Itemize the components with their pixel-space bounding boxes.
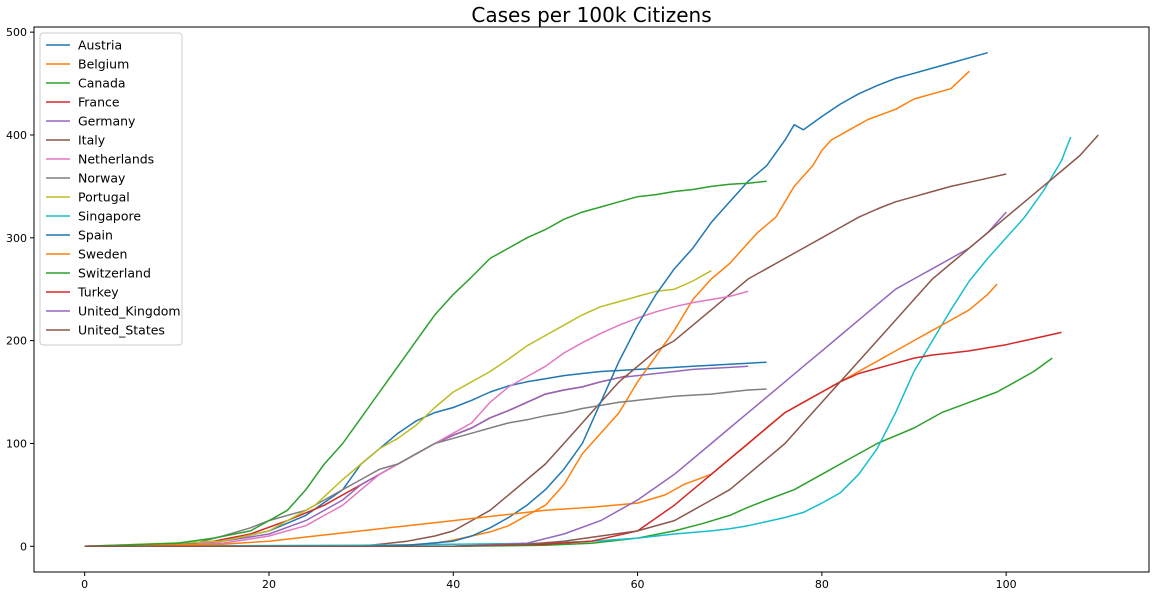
legend-label: Portugal — [78, 190, 130, 205]
legend-label: Turkey — [77, 285, 119, 300]
y-tick-label: 0 — [20, 540, 27, 553]
legend-label: Spain — [78, 228, 113, 243]
legend-label: Belgium — [78, 57, 129, 72]
x-tick-label: 60 — [631, 578, 645, 591]
series-lines — [84, 51, 1099, 548]
legend-label: United_Kingdom — [78, 304, 181, 319]
legend-label: United_States — [78, 323, 165, 338]
x-tick-label: 20 — [262, 578, 276, 591]
legend-label: France — [78, 95, 120, 110]
series-line-norway — [84, 388, 767, 548]
legend-box — [39, 32, 183, 346]
legend-label: Canada — [78, 76, 126, 91]
legend-label: Italy — [78, 133, 106, 148]
x-axis-ticks: 0 20 40 60 80 100 — [81, 572, 1017, 591]
series-line-italy — [84, 173, 1007, 548]
series-line-portugal — [84, 270, 712, 548]
x-tick-label: 0 — [81, 578, 88, 591]
y-tick-label: 200 — [6, 335, 27, 348]
legend-label: Germany — [78, 114, 136, 129]
y-tick-label: 100 — [6, 437, 27, 450]
legend-label: Netherlands — [78, 152, 154, 167]
plot-area-frame — [33, 26, 1150, 573]
series-line-switzerland — [84, 180, 767, 548]
x-tick-label: 100 — [996, 578, 1017, 591]
legend-label: Switzerland — [78, 266, 151, 281]
legend-label: Norway — [78, 171, 126, 186]
legend-label: Austria — [78, 38, 122, 53]
y-axis-ticks: 0 100 200 300 400 500 — [6, 26, 34, 553]
legend-label: Singapore — [78, 209, 141, 224]
series-line-austria — [84, 361, 767, 548]
series-line-united-kingdom — [84, 211, 1007, 548]
series-line-spain — [84, 51, 988, 548]
x-tick-label: 80 — [815, 578, 829, 591]
series-line-netherlands — [84, 290, 749, 548]
series-line-canada — [84, 357, 1053, 548]
series-line-singapore — [84, 136, 1072, 548]
y-tick-label: 500 — [6, 26, 27, 39]
x-tick-label: 40 — [446, 578, 460, 591]
y-tick-label: 400 — [6, 129, 27, 142]
series-line-united-states — [84, 134, 1099, 548]
legend-label: Sweden — [78, 247, 127, 262]
series-line-germany — [84, 365, 749, 548]
chart-title: Cases per 100k Citizens — [471, 3, 711, 27]
legend: Austria Belgium Canada France Germany Italy Ne… — [39, 32, 183, 346]
series-line-france — [84, 374, 629, 548]
y-tick-label: 300 — [6, 232, 27, 245]
series-line-turkey — [84, 331, 1062, 548]
series-line-belgium — [84, 70, 970, 548]
